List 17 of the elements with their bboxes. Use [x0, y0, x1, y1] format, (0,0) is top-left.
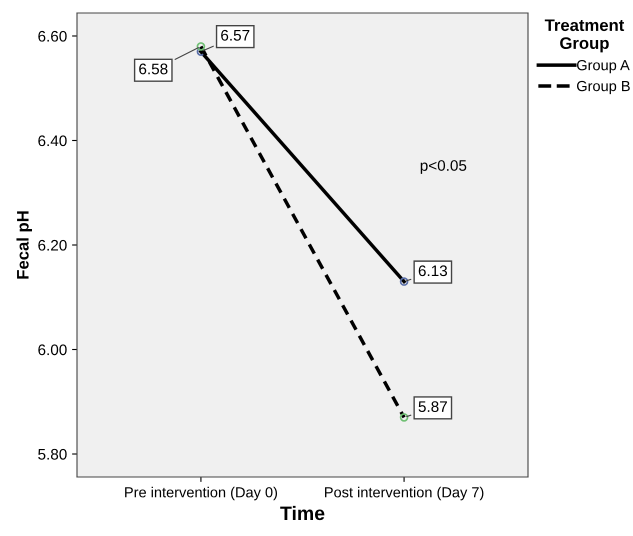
y-tick-label: 6.60 — [38, 30, 67, 42]
y-tick-label: 6.00 — [38, 344, 67, 356]
x-tick-label: Pre intervention (Day 0) — [125, 486, 278, 500]
data-label: 5.87 — [418, 401, 447, 412]
y-tick-label: 6.40 — [38, 135, 67, 146]
data-label: 6.57 — [221, 30, 250, 41]
y-tick-label: 5.80 — [38, 448, 67, 460]
y-tick-label: 6.20 — [38, 240, 67, 251]
x-tick-label: Post intervention (Day 7) — [325, 486, 484, 500]
legend-title: Treatment Group — [544, 19, 624, 52]
legend-label: Group B — [576, 80, 630, 94]
data-label: 6.13 — [418, 265, 448, 276]
x-axis-title: Time — [280, 506, 324, 520]
legend-label: Group A — [576, 60, 630, 74]
y-axis-title: Fecal pH — [16, 211, 32, 279]
data-label: 6.58 — [139, 64, 168, 74]
annotation: p<0.05 — [420, 160, 466, 174]
